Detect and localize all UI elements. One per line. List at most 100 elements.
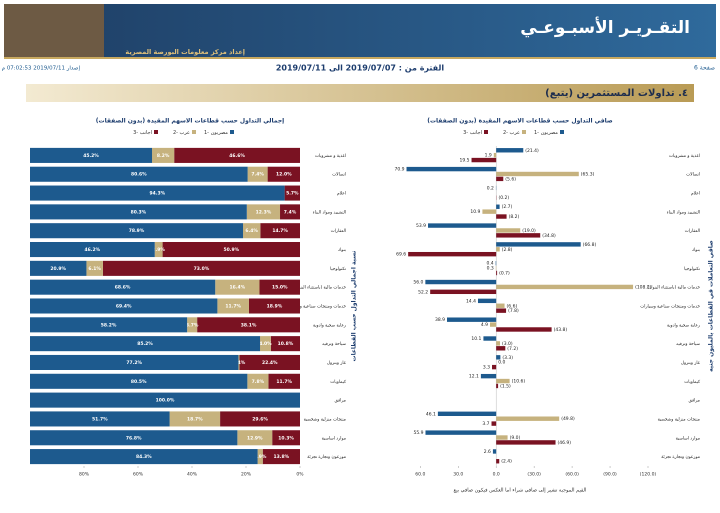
category-label: خدمات ومنتجات صناعية وسيارات	[640, 305, 700, 310]
data-label: 50.9%	[223, 247, 239, 253]
data-label: 18.9%	[267, 304, 283, 310]
legend-label: عرب -2	[173, 130, 190, 136]
data-label: 52.2	[418, 289, 428, 295]
legend-label: اجانب -3	[133, 130, 152, 136]
data-label: 7.4%	[251, 172, 264, 178]
category-label: موارد اساسية	[676, 436, 700, 441]
bar	[496, 327, 551, 331]
category-label: موزعون وتجارة تجزئة	[661, 455, 700, 460]
category-label: العقارات	[331, 229, 346, 234]
bar	[438, 412, 496, 416]
data-label: (5.6)	[505, 176, 516, 182]
data-label: 13.8%	[274, 454, 290, 460]
category-label: العقارات	[685, 229, 700, 234]
category-label: موزعون وتجارة تجزئة	[307, 455, 346, 460]
bar	[496, 346, 505, 350]
data-label: 85.2%	[137, 341, 153, 347]
data-label: 53.9	[416, 223, 426, 229]
category-label: كيماويات	[684, 379, 701, 385]
category-label: رعاية صحية وادوية	[667, 323, 700, 328]
data-label: 0.2	[487, 185, 494, 191]
header-photo	[4, 4, 104, 58]
legend-label: عرب -2	[503, 130, 520, 136]
bar	[472, 158, 497, 162]
data-label: 6.4%	[245, 228, 258, 234]
bar	[481, 374, 496, 378]
bar	[482, 209, 496, 213]
data-label: 68.6%	[115, 285, 131, 291]
bar	[496, 384, 498, 388]
bar	[496, 435, 507, 439]
x-tick-label: (30.0)	[527, 472, 541, 478]
bar	[496, 285, 633, 289]
data-label: 19.5	[460, 158, 470, 164]
bar	[496, 205, 499, 209]
category-label: اعلام	[337, 192, 346, 197]
legend-label: مصريون -1	[534, 130, 558, 136]
footnote: القيم الموجبة تشير إلى صافي شراء اما الع…	[454, 488, 587, 494]
data-label: (10.6)	[512, 379, 526, 385]
header-subtitle: إعداد مركز معلومات البورصة المصرية	[125, 48, 245, 56]
bar	[407, 167, 497, 171]
data-label: 4.0%	[259, 341, 272, 347]
bar	[496, 416, 559, 420]
legend-label: مصريون -1	[204, 130, 228, 136]
data-label: (34.8)	[542, 233, 556, 239]
data-label: 12.1	[469, 374, 479, 380]
data-label: 46.2%	[85, 247, 101, 253]
header-title: التقـريـر الأسبـوعـي	[520, 17, 690, 38]
data-label: 12.3%	[256, 209, 272, 215]
category-label: اغذية و مشروبات	[315, 154, 346, 159]
data-label: 80.3%	[131, 209, 147, 215]
bar	[494, 153, 496, 157]
bar	[425, 280, 496, 284]
data-label: 4.9	[481, 322, 488, 328]
category-label: منتجات منزلية وشخصية	[658, 417, 700, 422]
issue-date: إصدار 2019/07/11 07:02:53 م	[2, 66, 81, 72]
category-label: سياحة وترفيه	[676, 342, 700, 347]
x-tick-label: (60.0)	[565, 472, 579, 478]
x-tick-label: (90.0)	[603, 472, 617, 478]
data-label: 38.1%	[241, 322, 257, 328]
data-label: 0.0	[498, 360, 505, 366]
bar	[496, 341, 500, 345]
bar	[496, 355, 500, 359]
data-label: 3.7	[482, 421, 489, 427]
data-label: (7.8)	[508, 308, 519, 314]
data-label: (2.8)	[502, 247, 513, 253]
header-rule	[4, 57, 716, 59]
data-label: 18.7%	[187, 416, 203, 422]
category-label: بنوك	[338, 248, 346, 253]
data-label: 46.6%	[229, 153, 245, 159]
data-label: (19.0)	[522, 228, 536, 234]
page-number: صفحة 6	[694, 65, 715, 72]
category-label: مرافق	[688, 399, 700, 404]
data-label: 51.7%	[92, 416, 108, 422]
data-label: 3.7%	[186, 322, 199, 328]
data-label: 10.1	[471, 336, 481, 342]
bar	[493, 449, 496, 453]
bar	[496, 271, 497, 275]
bar	[430, 290, 496, 294]
data-label: 94.3%	[149, 191, 165, 197]
bar	[408, 252, 496, 256]
legend-swatch	[230, 130, 234, 134]
bar	[447, 317, 496, 321]
category-label: اعلام	[691, 192, 700, 197]
legend-swatch	[522, 130, 526, 134]
data-label: 12.9%	[247, 435, 263, 441]
category-label: تكنولوجيا	[330, 266, 347, 272]
data-label: 8.2%	[157, 153, 170, 159]
data-label: 7.8%	[252, 379, 265, 385]
data-label: 55.9	[413, 430, 423, 436]
x-tick-label: (120.0)	[640, 472, 657, 478]
category-label: بنوك	[692, 248, 700, 253]
data-label: 0.3	[487, 266, 494, 272]
data-label: (2.4)	[501, 459, 512, 465]
data-label: 14.4	[466, 298, 476, 304]
data-label: 45.2%	[83, 153, 99, 159]
category-label: التشييد ومواد البناء	[313, 210, 346, 215]
x-tick-label: 60.0	[415, 472, 425, 478]
data-label: 80.6%	[131, 172, 147, 178]
